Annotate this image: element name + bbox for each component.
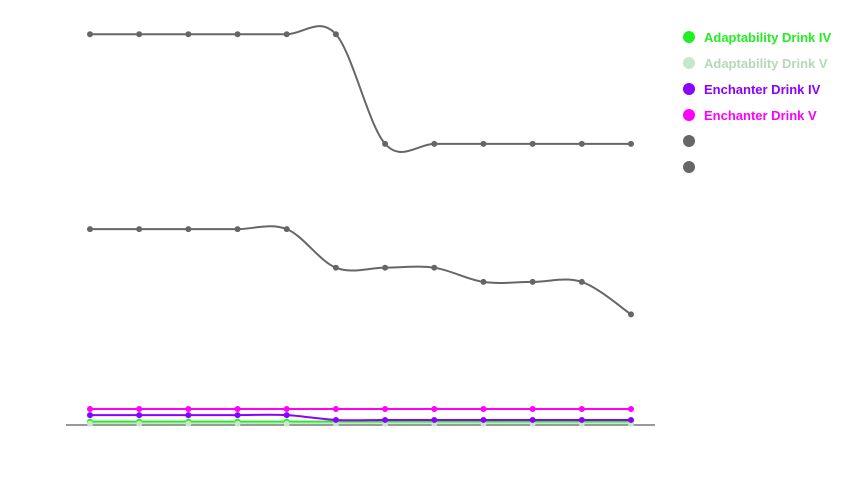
data-point[interactable]: [185, 412, 192, 419]
data-point[interactable]: [87, 412, 93, 419]
data-point[interactable]: [234, 31, 241, 38]
data-point[interactable]: [185, 405, 192, 412]
legend-marker: [683, 135, 695, 147]
data-point[interactable]: [480, 416, 487, 423]
data-point[interactable]: [578, 278, 585, 285]
data-point[interactable]: [480, 405, 487, 412]
data-point[interactable]: [136, 420, 143, 427]
legend-marker: [683, 109, 695, 121]
data-point[interactable]: [431, 416, 438, 423]
data-point[interactable]: [332, 416, 339, 423]
data-point[interactable]: [185, 420, 192, 427]
data-point[interactable]: [234, 412, 241, 419]
data-point[interactable]: [529, 140, 536, 147]
data-point[interactable]: [628, 140, 634, 147]
data-point[interactable]: [628, 311, 634, 318]
data-point[interactable]: [382, 405, 389, 412]
data-point[interactable]: [529, 278, 536, 285]
series-4: [87, 405, 634, 412]
data-point[interactable]: [136, 31, 143, 38]
data-point[interactable]: [234, 226, 241, 233]
series-line: [90, 25, 631, 153]
data-point[interactable]: [332, 264, 339, 271]
legend-marker: [683, 83, 695, 95]
data-point[interactable]: [283, 405, 290, 412]
series-line: [90, 225, 632, 316]
data-point[interactable]: [578, 416, 585, 423]
data-point[interactable]: [87, 405, 93, 412]
data-point[interactable]: [87, 226, 93, 233]
legend-item-adaptability-drink-iv[interactable]: Adaptability Drink IV: [683, 24, 831, 50]
legend-item-enchanter-drink-v[interactable]: Enchanter Drink V: [683, 102, 831, 128]
data-point[interactable]: [185, 226, 192, 233]
data-point[interactable]: [332, 405, 339, 412]
data-point[interactable]: [283, 226, 290, 233]
legend-marker: [683, 57, 695, 69]
legend-item-adaptability-drink-v[interactable]: Adaptability Drink V: [683, 50, 831, 76]
data-point[interactable]: [578, 140, 585, 147]
data-point[interactable]: [136, 412, 143, 419]
legend-marker: [683, 31, 695, 43]
data-point[interactable]: [136, 226, 143, 233]
data-point[interactable]: [234, 420, 241, 427]
legend-marker: [683, 161, 695, 173]
legend-label: Enchanter Drink IV: [704, 81, 821, 97]
data-point[interactable]: [234, 405, 241, 412]
data-point[interactable]: [529, 405, 536, 412]
data-point[interactable]: [332, 31, 339, 38]
series-6: [87, 225, 634, 318]
legend: Adaptability Drink IV Adaptability Drink…: [683, 24, 831, 180]
legend-item-enchanter-drink-iv[interactable]: Enchanter Drink IV: [683, 76, 831, 102]
series-3: [87, 412, 634, 423]
data-point[interactable]: [578, 405, 585, 412]
data-point[interactable]: [431, 140, 438, 147]
data-point[interactable]: [431, 264, 438, 271]
data-point[interactable]: [431, 405, 438, 412]
data-point[interactable]: [382, 264, 389, 271]
legend-label: Enchanter Drink V: [704, 107, 817, 123]
data-point[interactable]: [136, 405, 143, 412]
legend-item-series-6[interactable]: [683, 154, 831, 180]
data-point[interactable]: [529, 416, 536, 423]
data-point[interactable]: [283, 420, 290, 427]
data-point[interactable]: [628, 405, 634, 412]
data-point[interactable]: [283, 412, 290, 419]
legend-label: Adaptability Drink V: [704, 55, 828, 71]
data-point[interactable]: [382, 140, 389, 147]
series-5: [87, 25, 634, 153]
data-point[interactable]: [480, 278, 487, 285]
series-layer: [87, 25, 634, 427]
legend-item-series-5[interactable]: [683, 128, 831, 154]
data-point[interactable]: [87, 420, 93, 427]
data-point[interactable]: [480, 140, 487, 147]
data-point[interactable]: [382, 416, 389, 423]
data-point[interactable]: [628, 416, 634, 423]
legend-label: Adaptability Drink IV: [704, 29, 832, 45]
data-point[interactable]: [87, 31, 93, 38]
series-line: [90, 413, 631, 422]
data-point[interactable]: [185, 31, 192, 38]
data-point[interactable]: [283, 31, 290, 38]
